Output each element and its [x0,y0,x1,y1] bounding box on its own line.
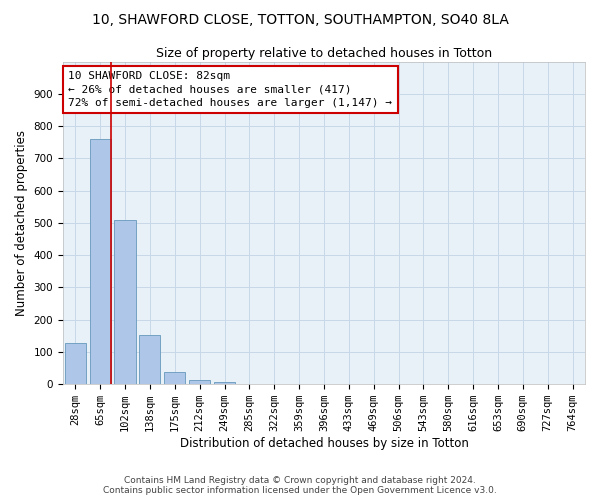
Text: 10, SHAWFORD CLOSE, TOTTON, SOUTHAMPTON, SO40 8LA: 10, SHAWFORD CLOSE, TOTTON, SOUTHAMPTON,… [92,12,508,26]
Bar [139,335,160,384]
Text: Contains HM Land Registry data © Crown copyright and database right 2024.
Contai: Contains HM Land Registry data © Crown c… [103,476,497,495]
Bar [65,343,86,384]
Y-axis label: Number of detached properties: Number of detached properties [15,130,28,316]
Bar [164,372,185,384]
Text: 10 SHAWFORD CLOSE: 82sqm
← 26% of detached houses are smaller (417)
72% of semi-: 10 SHAWFORD CLOSE: 82sqm ← 26% of detach… [68,72,392,108]
Bar [115,220,136,384]
Bar [189,380,210,384]
Bar [214,382,235,384]
Title: Size of property relative to detached houses in Totton: Size of property relative to detached ho… [156,48,492,60]
Bar [89,139,111,384]
X-axis label: Distribution of detached houses by size in Totton: Distribution of detached houses by size … [179,437,469,450]
